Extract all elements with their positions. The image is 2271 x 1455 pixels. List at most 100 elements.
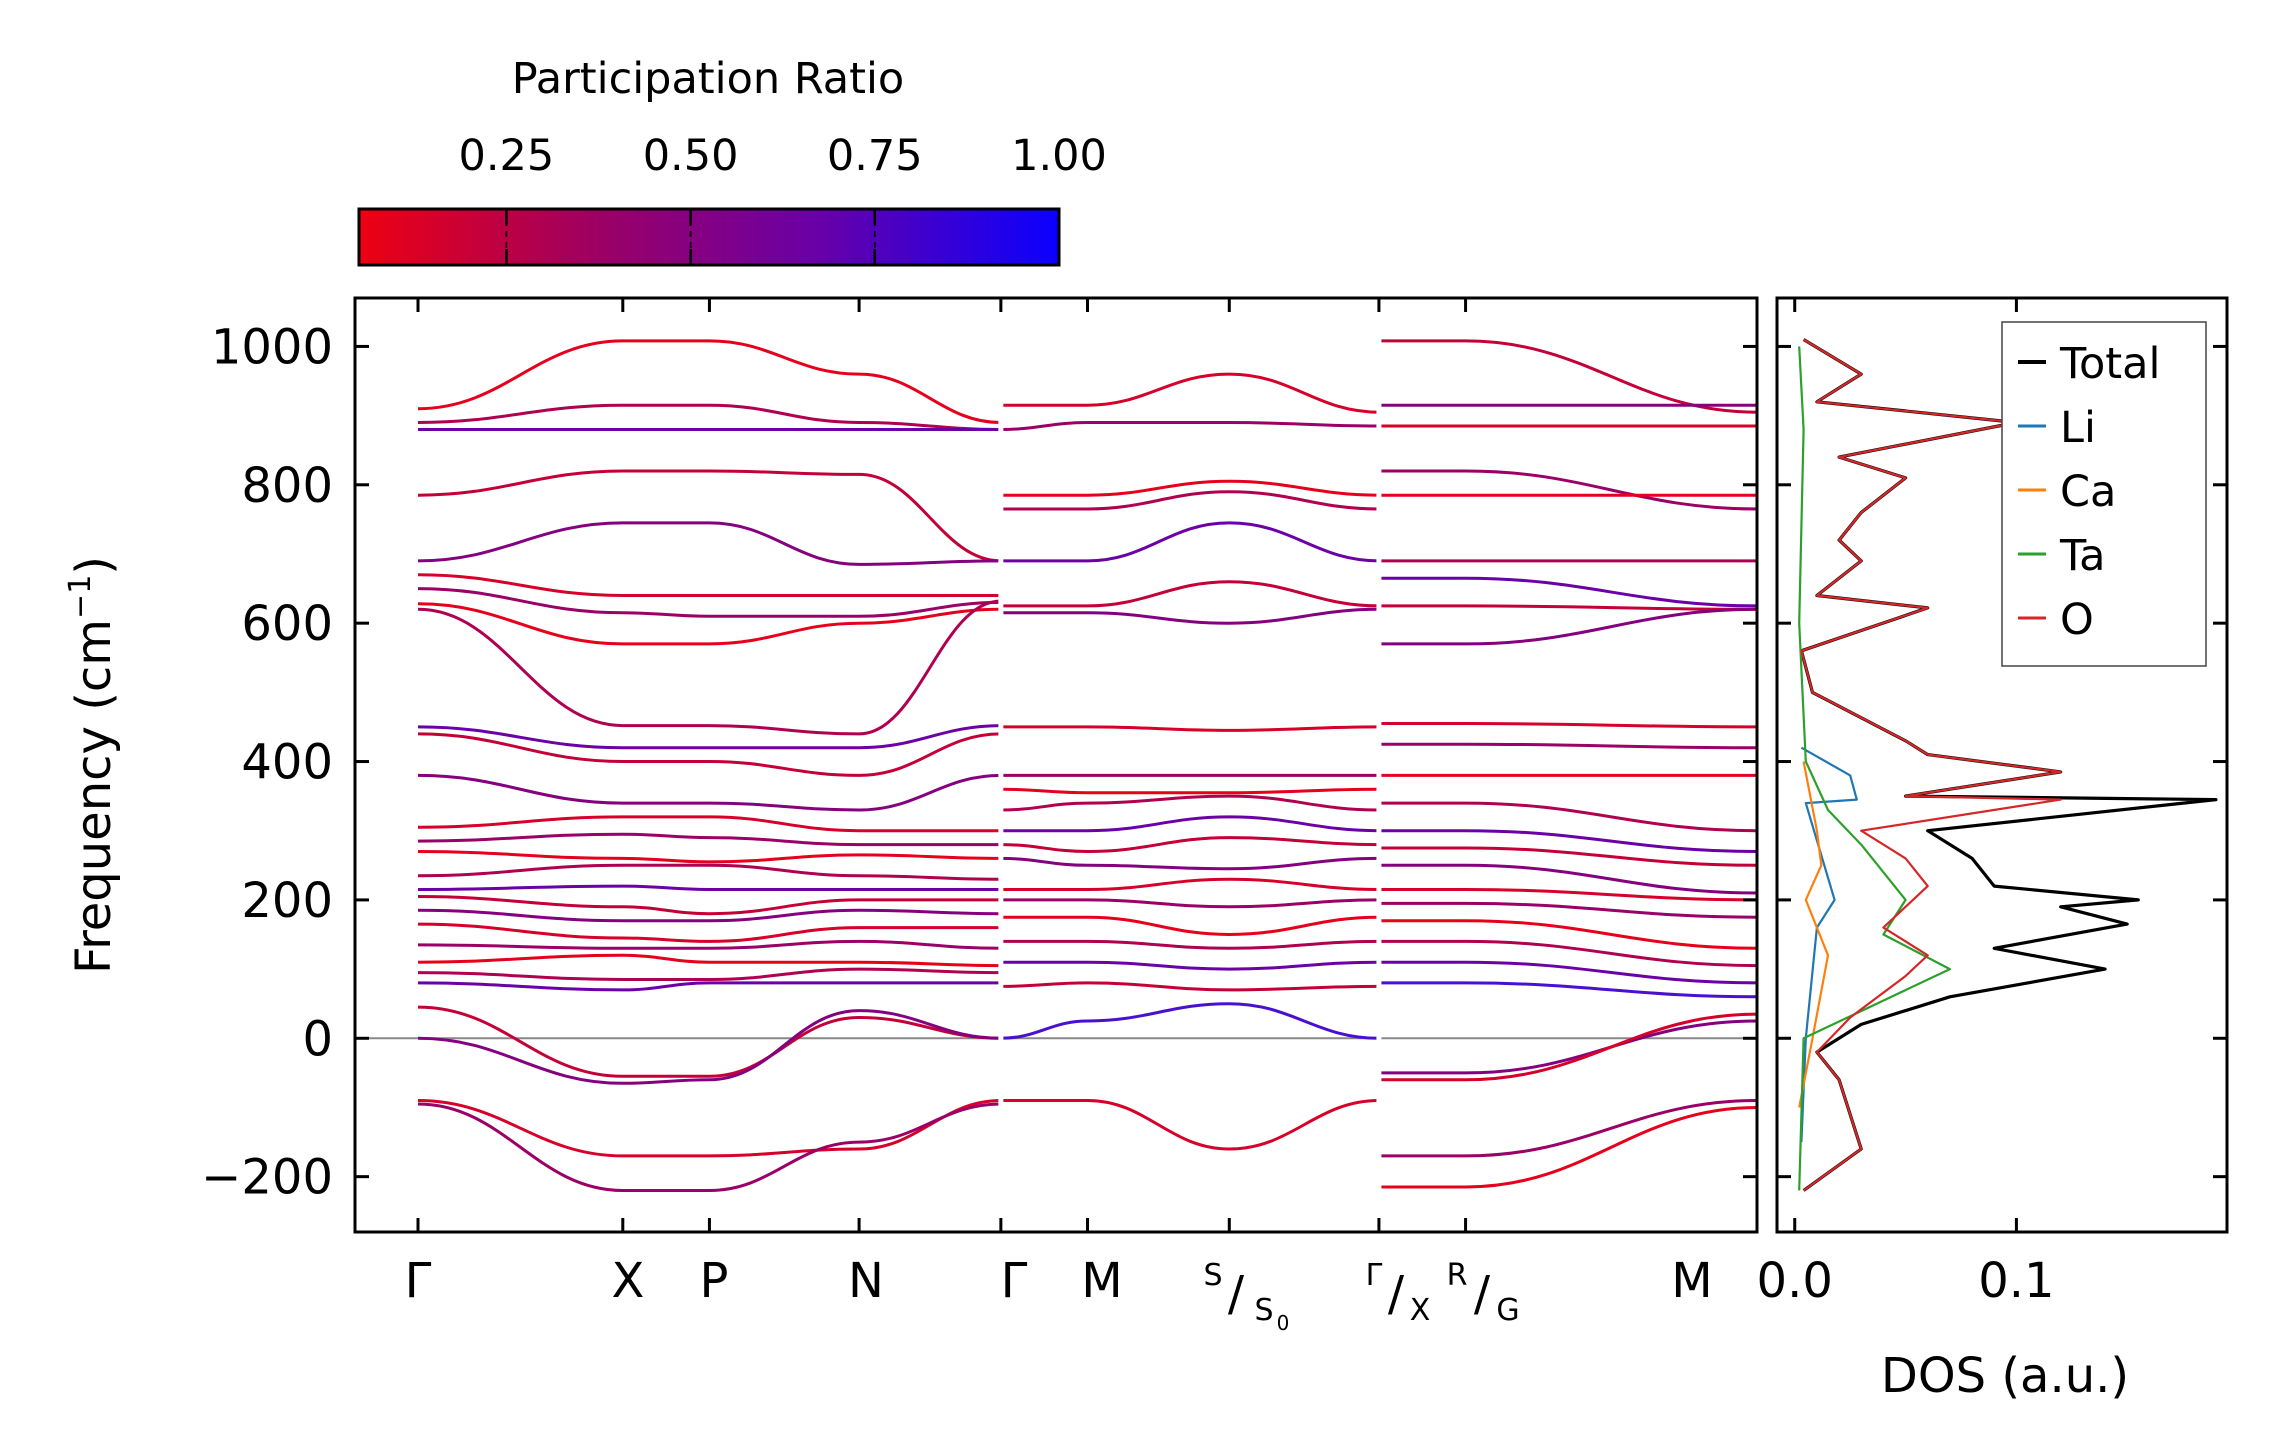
phonon-band bbox=[417, 732, 1001, 777]
phonon-band bbox=[1000, 372, 1379, 414]
k-path-labels: Γ X P N Γ M S / S 0 Γ / X R / G M bbox=[405, 1253, 1713, 1335]
phonon-band bbox=[1378, 960, 1757, 985]
phonon-band bbox=[1000, 607, 1379, 625]
phonon-band bbox=[1000, 787, 1379, 795]
phonon-band bbox=[1378, 901, 1757, 919]
phonon-band bbox=[1378, 1099, 1757, 1158]
y-axis-label: Frequency (cm−1) bbox=[63, 556, 122, 974]
k-label-x: X bbox=[612, 1253, 645, 1309]
colorbar-gradient bbox=[357, 207, 1061, 267]
colorbar-tick-label: 0.25 bbox=[458, 131, 554, 181]
phonon-band bbox=[1378, 339, 1757, 414]
phonon-band bbox=[1000, 815, 1379, 833]
phonon-band bbox=[1000, 836, 1379, 854]
phonon-band bbox=[1378, 604, 1757, 611]
k-label-s-sub: 0 bbox=[1277, 1311, 1290, 1335]
phonon-band bbox=[417, 1005, 1001, 1078]
phonon-band bbox=[1000, 1098, 1379, 1151]
k-label-s-slash: / bbox=[1228, 1266, 1245, 1322]
phonon-band bbox=[417, 850, 1001, 864]
colorbar-tick-label: 0.50 bbox=[643, 131, 739, 181]
colorbar-tick-label: 0.75 bbox=[827, 131, 923, 181]
k-label-gamma-2: Γ bbox=[1001, 1253, 1028, 1309]
phonon-band bbox=[1378, 829, 1757, 853]
dos-series-ta bbox=[1798, 346, 1951, 1191]
phonon-band bbox=[1000, 490, 1379, 511]
dos-x-axis-label: DOS (a.u.) bbox=[1881, 1348, 2129, 1404]
phonon-band bbox=[1378, 742, 1757, 750]
k-label-gx-sup: Γ bbox=[1366, 1258, 1383, 1293]
dos-series-li bbox=[1800, 746, 1858, 1143]
phonon-band bbox=[1000, 1002, 1379, 1040]
colorbar-title: Participation Ratio bbox=[512, 54, 905, 104]
phonon-band bbox=[1000, 725, 1379, 732]
k-label-gx-slash: / bbox=[1388, 1266, 1405, 1322]
legend-label: Ta bbox=[2059, 531, 2106, 581]
phonon-band bbox=[417, 967, 1001, 982]
phonon-band bbox=[417, 953, 1001, 968]
y-tick-label: 200 bbox=[241, 873, 333, 929]
k-label-rg-main: G bbox=[1496, 1293, 1519, 1328]
phonon-band bbox=[417, 521, 1001, 566]
phonon-band bbox=[417, 863, 1001, 881]
y-tick-label: 400 bbox=[241, 735, 333, 791]
phonon-band bbox=[417, 815, 1001, 833]
y-tick-label: 0 bbox=[302, 1011, 333, 1067]
phonon-band bbox=[1378, 1106, 1757, 1189]
dos-series-o bbox=[1800, 338, 2062, 1192]
phonon-band bbox=[417, 599, 1001, 736]
phonon-band bbox=[417, 908, 1001, 923]
colorbar: Participation Ratio 0.25 0.50 0.75 1.00 bbox=[357, 54, 1107, 267]
colorbar-tick-label: 1.00 bbox=[1011, 131, 1107, 181]
phonon-band bbox=[1000, 580, 1379, 608]
phonon-band bbox=[1000, 915, 1379, 937]
k-label-gamma-1: Γ bbox=[405, 1253, 432, 1309]
k-label-gx-main: X bbox=[1410, 1293, 1431, 1328]
k-label-p: P bbox=[700, 1253, 729, 1309]
dos-frame bbox=[1775, 296, 2229, 1234]
phonon-band bbox=[1378, 801, 1757, 833]
y-tick-label: 600 bbox=[241, 596, 333, 652]
k-label-m-2: M bbox=[1671, 1253, 1712, 1309]
y-tick-label: −200 bbox=[201, 1150, 333, 1206]
phonon-band bbox=[1378, 607, 1757, 646]
path-break bbox=[1376, 300, 1382, 1230]
phonon-band bbox=[417, 895, 1001, 916]
y-tick-label: 1000 bbox=[211, 319, 333, 375]
phonon-band bbox=[417, 403, 1001, 431]
phonon-band bbox=[417, 922, 1001, 943]
dos-series-ca bbox=[1798, 761, 1830, 1108]
dos-x-tick-label: 0.0 bbox=[1757, 1253, 1833, 1309]
legend-frame bbox=[2001, 321, 2207, 667]
k-label-gamma-x: Γ / X bbox=[1366, 1258, 1431, 1328]
phonon-band bbox=[1378, 721, 1757, 729]
legend-label: Total bbox=[2059, 339, 2160, 389]
k-label-s-s0: S / S 0 bbox=[1203, 1258, 1289, 1335]
phonon-band bbox=[417, 832, 1001, 847]
dispersion-panel: −200 0 200 400 600 800 1000 Frequency (cm−1) Γ… bbox=[63, 296, 1759, 1335]
dispersion-frame bbox=[353, 296, 1759, 1234]
phonon-band bbox=[417, 981, 1001, 992]
k-label-s-sup: S bbox=[1203, 1258, 1222, 1293]
phonon-band bbox=[1378, 981, 1757, 999]
legend-label: O bbox=[2060, 595, 2094, 645]
dos-legend: Total Li Ca Ta O bbox=[2001, 321, 2207, 667]
k-label-r-g: R / G bbox=[1447, 1258, 1520, 1328]
dos-x-tick-label: 0.1 bbox=[1978, 1253, 2054, 1309]
phonon-band bbox=[417, 884, 1001, 892]
phonon-band bbox=[1378, 887, 1757, 902]
phonon-band bbox=[1000, 420, 1379, 431]
phonon-band bbox=[1000, 794, 1379, 812]
phonon-band bbox=[417, 573, 1001, 598]
phonon-band bbox=[1378, 576, 1757, 608]
phonon-band bbox=[417, 1009, 1001, 1085]
legend-label: Ca bbox=[2060, 467, 2116, 517]
phonon-band bbox=[417, 939, 1001, 950]
phonon-band bbox=[1000, 856, 1379, 871]
phonon-band bbox=[417, 602, 1001, 646]
phonon-band bbox=[417, 339, 1001, 424]
phonon-band bbox=[417, 587, 1001, 618]
phonon-band bbox=[1378, 469, 1757, 511]
phonon-band bbox=[1000, 521, 1379, 563]
